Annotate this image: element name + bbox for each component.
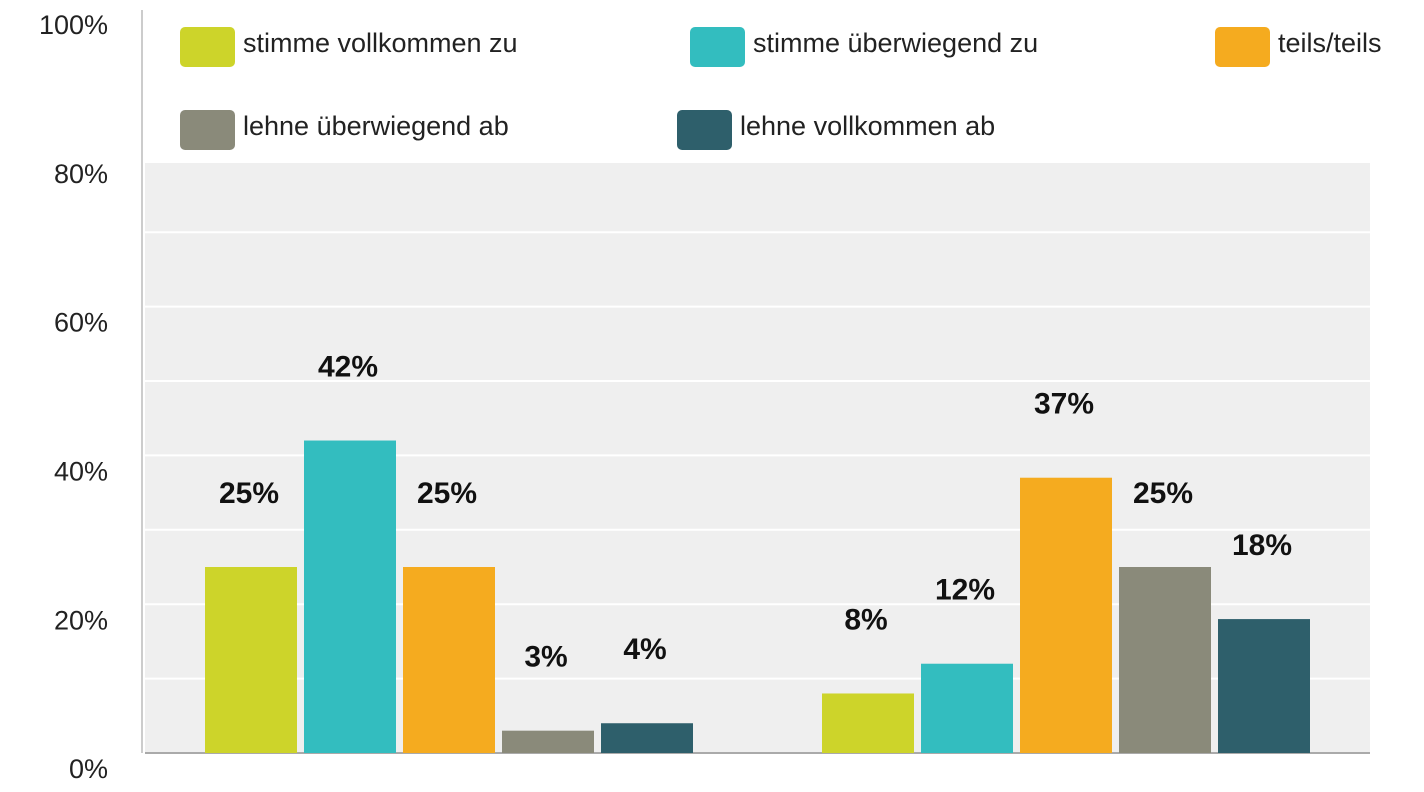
value-label: 12% [935, 574, 995, 607]
value-label: 37% [1034, 388, 1094, 421]
value-label: 18% [1232, 529, 1292, 562]
legend-swatch [1215, 27, 1270, 67]
value-label: 25% [1133, 477, 1193, 510]
value-label: 3% [524, 641, 567, 674]
legend-label: stimme überwiegend zu [753, 28, 1038, 58]
value-label: 4% [623, 633, 666, 666]
legend-label: lehne vollkommen ab [740, 111, 995, 141]
value-label: 25% [219, 477, 279, 510]
bar [1119, 567, 1211, 753]
y-tick-label: 0% [69, 754, 108, 784]
legend-label: lehne überwiegend ab [243, 111, 509, 141]
y-tick-label: 100% [39, 10, 108, 40]
legend-label: stimme vollkommen zu [243, 28, 518, 58]
y-tick-label: 60% [54, 308, 108, 338]
bar [403, 567, 495, 753]
bar [822, 693, 914, 753]
bar [1020, 477, 1112, 753]
bar [921, 663, 1013, 753]
legend-swatch [690, 27, 745, 67]
y-tick-label: 40% [54, 457, 108, 487]
bar [304, 440, 396, 753]
y-tick-label: 80% [54, 159, 108, 189]
y-tick-label: 20% [54, 605, 108, 635]
bar [205, 567, 297, 753]
value-label: 25% [417, 477, 477, 510]
legend-swatch [180, 27, 235, 67]
bar [502, 730, 594, 753]
value-label: 8% [844, 603, 887, 636]
bar [601, 723, 693, 753]
legend-label: teils/teils [1278, 28, 1382, 58]
bar [1218, 619, 1310, 753]
value-label: 42% [318, 350, 378, 383]
legend-swatch [180, 110, 235, 150]
legend-swatch [677, 110, 732, 150]
